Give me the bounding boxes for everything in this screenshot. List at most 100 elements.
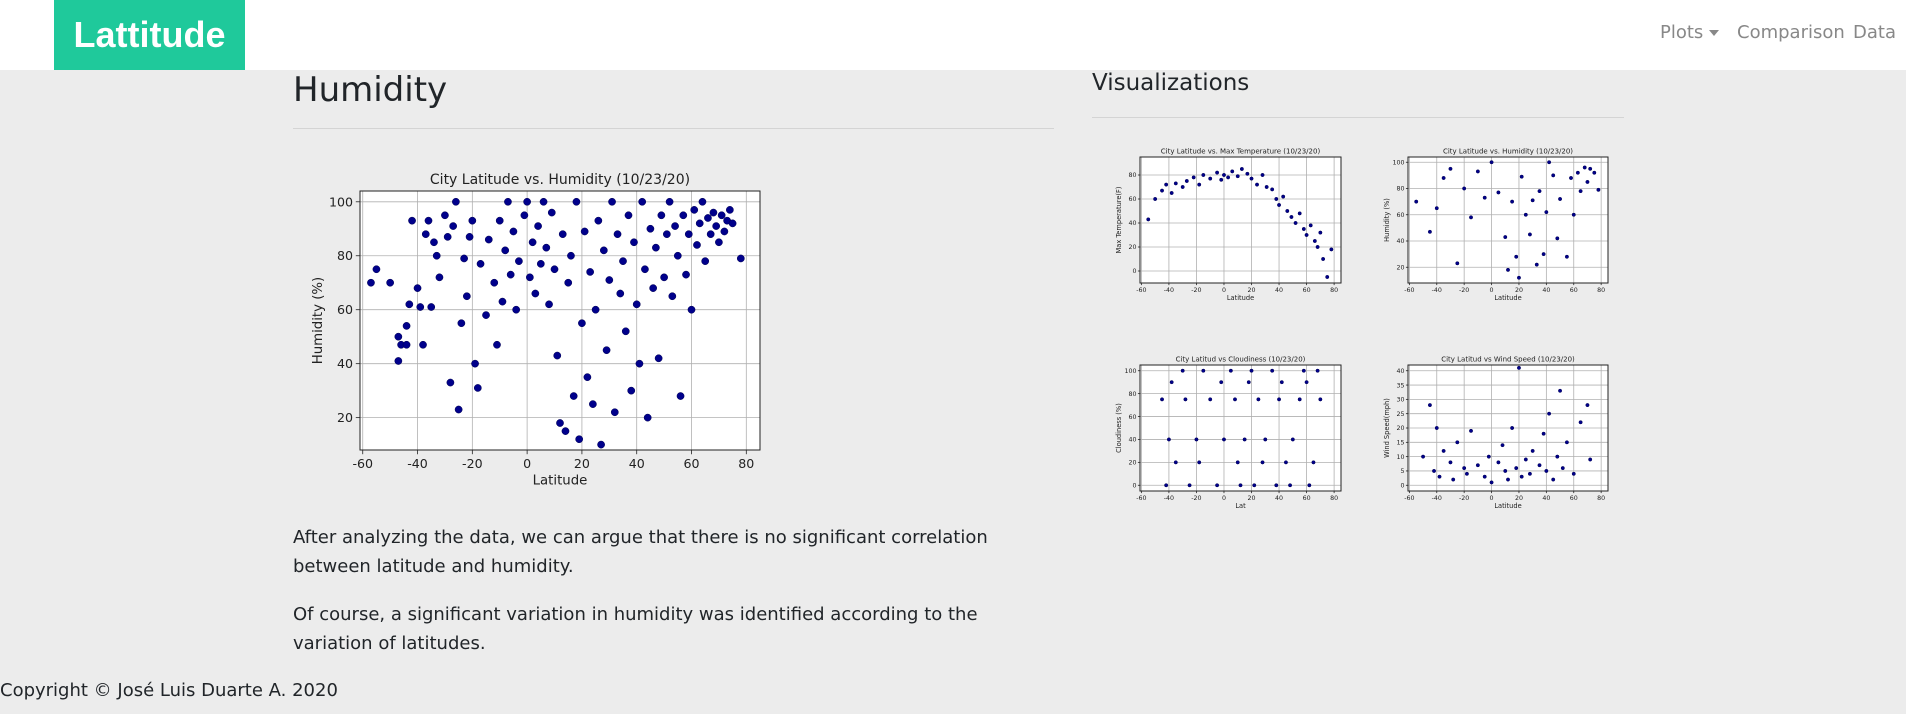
point [536,259,545,268]
navbar: Lattitude Plots Comparison Data [0,0,1906,70]
point [465,233,474,241]
x-tick-label: 60 [683,456,699,471]
point [405,300,414,309]
point [462,292,471,301]
point [1496,460,1501,465]
point [419,340,427,349]
x-tick-label: 0 [1490,495,1494,502]
plot-area [1140,157,1341,283]
point [1197,182,1202,187]
point [1173,460,1178,465]
point [446,378,455,387]
point [1427,403,1432,408]
x-tick-label: -40 [407,456,428,471]
heading: Humidity [293,70,448,110]
point [1571,212,1576,217]
point [1523,457,1528,462]
point [712,222,721,230]
point [430,238,438,247]
nav-link[interactable]: Data [1853,22,1896,43]
point [586,268,594,276]
point [1530,198,1535,203]
point [1160,188,1164,193]
point [1510,199,1515,204]
chart-title: City Latitude vs. Humidity (10/23/20) [1443,148,1573,156]
point [679,211,688,220]
point [1180,368,1185,373]
point [1325,275,1330,279]
paragraph: After analyzing the data, we can argue t… [293,527,988,577]
point [1146,217,1151,222]
x-tick-label: -60 [1404,495,1414,502]
point [545,300,553,309]
point [495,216,504,225]
point [1166,437,1171,442]
point [1153,197,1158,201]
chart-title: City Latitude vs. Humidity (10/23/20) [430,172,690,188]
point [602,346,611,355]
point [1596,187,1601,192]
x-tick-label: 60 [1303,287,1311,294]
x-tick-label: 80 [1597,495,1605,502]
y-tick-label: 60 [1128,196,1136,203]
point [490,278,499,287]
y-tick-label: 15 [1396,440,1404,447]
point [1256,397,1261,402]
point [657,211,666,220]
point [1489,160,1494,165]
point [1582,165,1587,170]
point [1519,174,1524,179]
point [501,246,510,255]
point [671,222,679,230]
x-tick-label: 20 [1515,495,1523,502]
y-tick-label: 40 [1396,238,1404,245]
point [624,211,633,220]
nav-plots[interactable]: Plots [1660,22,1720,43]
point [564,278,573,287]
x-tick-label: 80 [1330,287,1338,294]
nav-link[interactable]: Comparison [1737,22,1845,43]
point [1235,174,1240,179]
x-tick-label: 0 [1222,495,1226,502]
point [443,233,452,241]
point [1555,236,1560,241]
point [1201,368,1206,373]
point [654,354,663,363]
point [583,373,592,382]
x-tick-label: -60 [1136,495,1146,502]
point [1544,210,1549,215]
y-tick-label: 80 [1128,391,1136,398]
x-tick-label: 80 [1330,495,1338,502]
point [1578,189,1583,194]
nav-link[interactable]: Plots [1660,22,1704,43]
point [605,276,614,284]
point [1160,397,1164,402]
point [632,300,641,309]
point [547,208,556,217]
point [512,305,521,314]
point [1441,448,1446,453]
point [1469,215,1473,220]
plot-area [1408,157,1608,283]
point [386,278,394,287]
point [1318,397,1323,402]
point [1547,160,1552,165]
point [1329,247,1334,252]
x-tick-label: 40 [1275,495,1283,502]
divider [1092,117,1624,118]
point [1462,466,1467,471]
point [424,216,433,225]
brand[interactable]: Lattitude [54,0,245,70]
point [1517,275,1521,280]
point [668,292,677,301]
point [717,211,726,220]
point [1297,397,1302,402]
y-tick-label: 35 [1396,382,1404,389]
y-tick-label: 0 [1132,268,1136,275]
x-tick-label: 0 [523,456,531,471]
point [706,230,715,239]
y-tick-label: 100 [1392,159,1404,166]
point [413,284,422,292]
point [1421,454,1426,459]
sidebar-heading: Visualizations [1092,70,1250,96]
